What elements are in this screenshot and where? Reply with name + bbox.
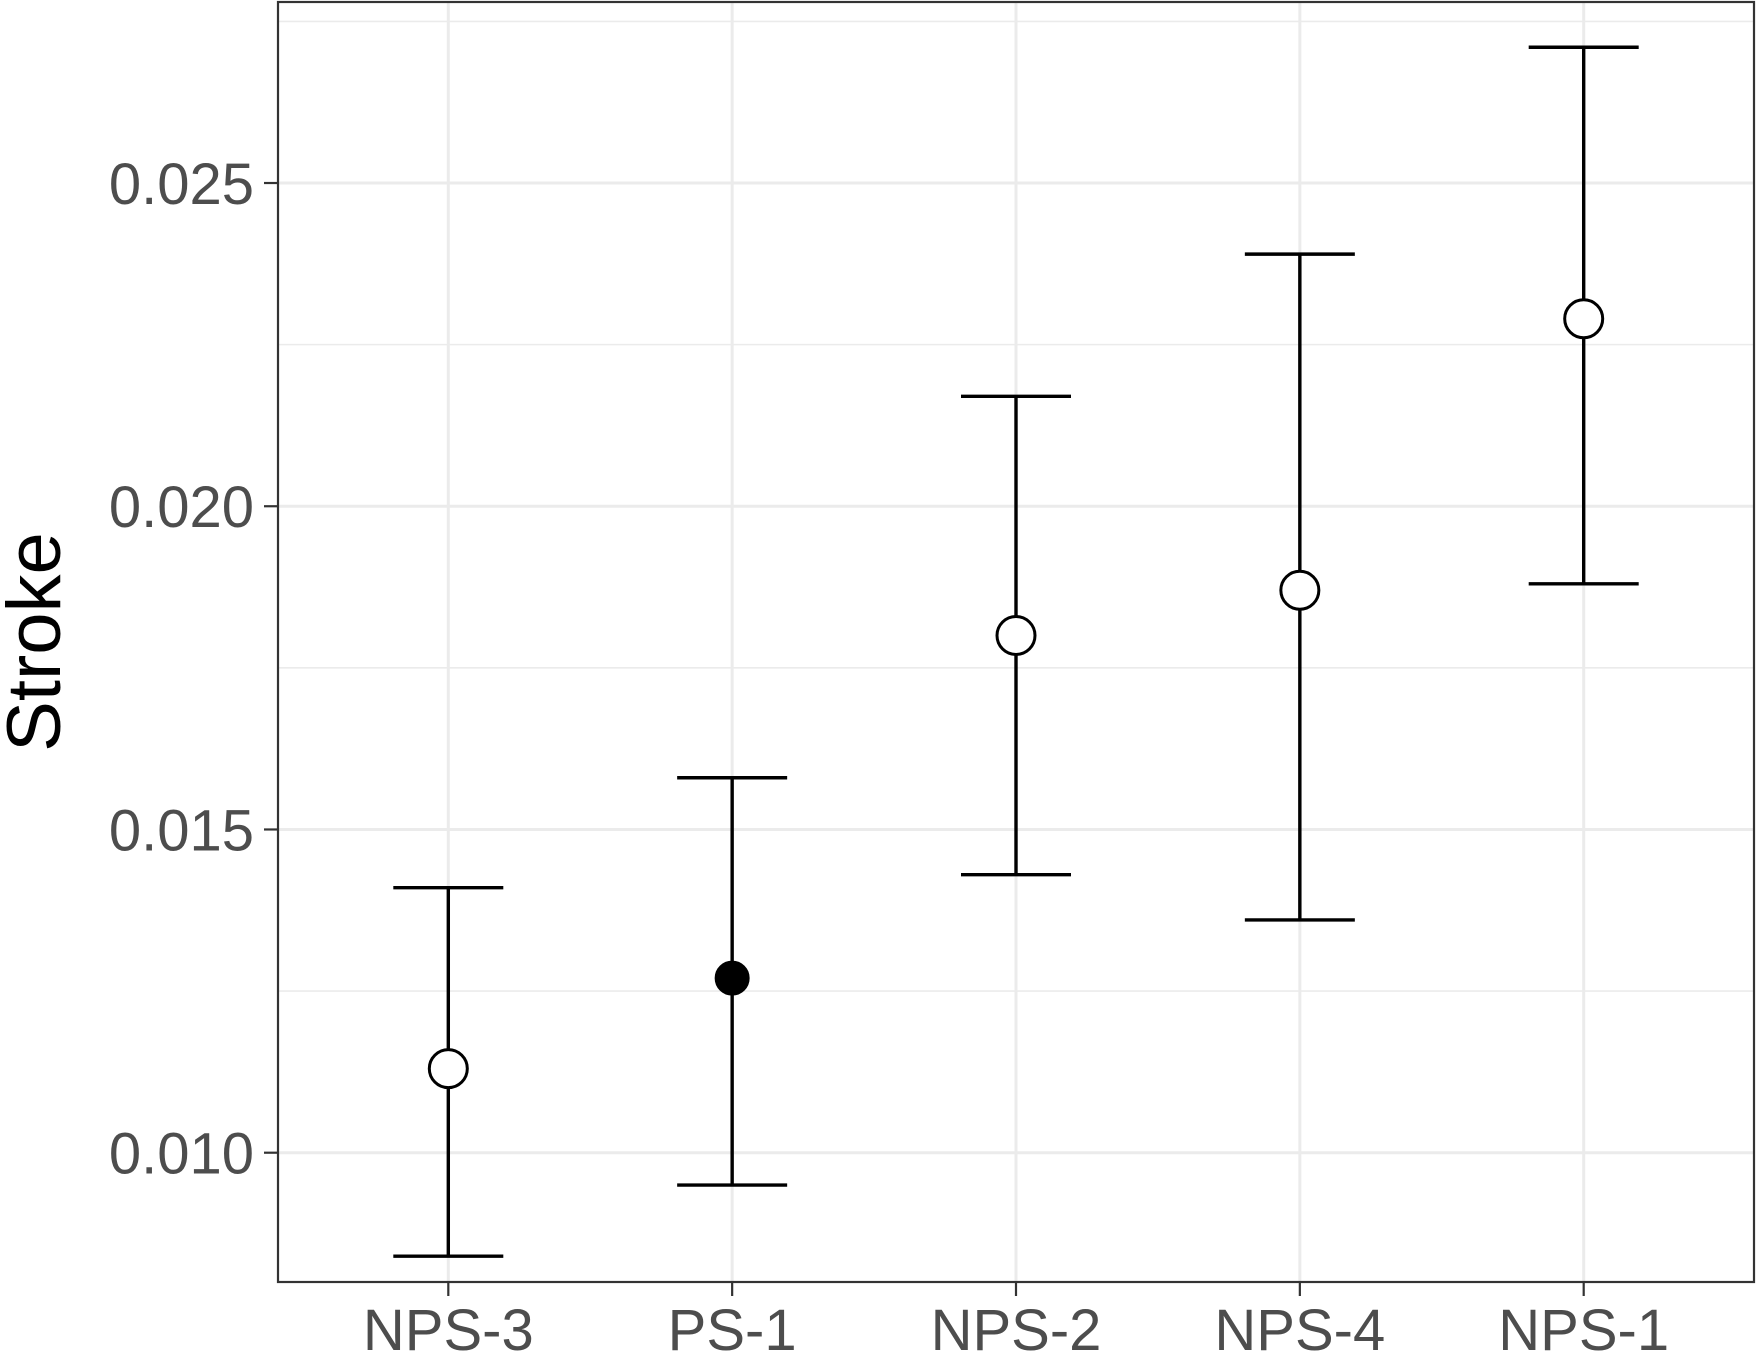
y-axis-title: Stroke — [0, 532, 77, 752]
point-estimates — [427, 298, 1605, 1090]
point-NPS-3 — [427, 1048, 469, 1090]
point-PS-1 — [714, 960, 750, 996]
ytick-label: 0.020 — [109, 475, 254, 540]
xtick-label: NPS-4 — [1214, 1298, 1385, 1354]
xtick-label: NPS-2 — [931, 1298, 1102, 1354]
ytick-label: 0.010 — [109, 1122, 254, 1187]
ytick-label: 0.025 — [109, 152, 254, 217]
y-axis: 0.010 0.015 0.020 0.025 — [109, 152, 278, 1187]
xtick-label: PS-1 — [668, 1298, 797, 1354]
point-NPS-1 — [1563, 298, 1605, 340]
point-NPS-2 — [995, 615, 1037, 657]
ytick-label: 0.015 — [109, 798, 254, 863]
xtick-label: NPS-3 — [363, 1298, 534, 1354]
point-NPS-4 — [1279, 569, 1321, 611]
x-axis: NPS-3 PS-1 NPS-2 NPS-4 NPS-1 — [363, 1282, 1669, 1354]
xtick-label: NPS-1 — [1498, 1298, 1669, 1354]
